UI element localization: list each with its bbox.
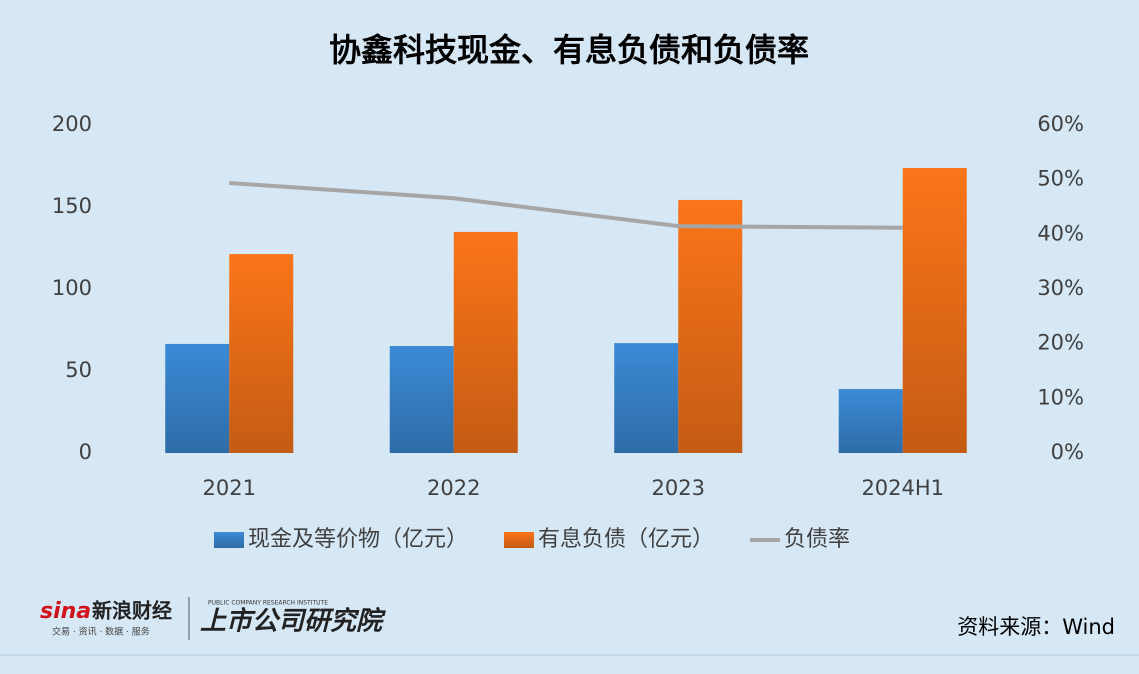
legend-swatch-shade: [214, 532, 244, 548]
y2-tick-label: 50%: [1037, 167, 1084, 191]
y2-tick-label: 30%: [1037, 276, 1084, 300]
y2-tick-label: 0%: [1051, 440, 1084, 464]
sina-brand: 新浪财经: [92, 599, 172, 623]
y2-tick-label: 60%: [1037, 112, 1084, 136]
bar-shade: [902, 167, 967, 453]
sina-tagline: 交易 · 资讯 · 数据 · 服务: [52, 626, 150, 638]
x-tick-label: 2021: [203, 476, 256, 500]
bar-shade: [389, 346, 454, 453]
legend-swatch-shade: [504, 532, 535, 548]
bar-shade: [678, 199, 743, 453]
legend-label: 负债率: [784, 527, 850, 552]
y2-tick-label: 10%: [1037, 385, 1084, 409]
sina-logo: sina: [40, 599, 91, 624]
institute-en: PUBLIC COMPANY RESEARCH INSTITUTE: [208, 600, 328, 607]
y-tick-label: 50: [65, 358, 92, 382]
source-note: 资料来源：Wind: [957, 615, 1115, 639]
institute-logo: 上市公司研究院: [200, 607, 386, 637]
y2-tick-label: 20%: [1037, 331, 1084, 355]
line: [229, 180, 903, 230]
x-tick-label: 2024H1: [861, 476, 944, 500]
bar-shade: [229, 254, 294, 453]
legend-label: 有息负债（亿元）: [538, 527, 714, 552]
x-tick-label: 2022: [427, 476, 480, 500]
y-tick-label: 200: [52, 112, 92, 136]
bar-shade: [838, 389, 903, 453]
y2-tick-label: 40%: [1037, 221, 1084, 245]
bar-shade: [165, 343, 230, 453]
bar-shade: [453, 231, 518, 453]
y-tick-label: 100: [52, 276, 92, 300]
y-tick-label: 150: [52, 194, 92, 218]
legend-label: 现金及等价物（亿元）: [248, 527, 468, 552]
x-tick-label: 2023: [652, 476, 705, 500]
bar-shade: [614, 343, 679, 453]
chart-title: 协鑫科技现金、有息负债和负债率: [329, 31, 809, 69]
y-tick-label: 0: [79, 440, 92, 464]
